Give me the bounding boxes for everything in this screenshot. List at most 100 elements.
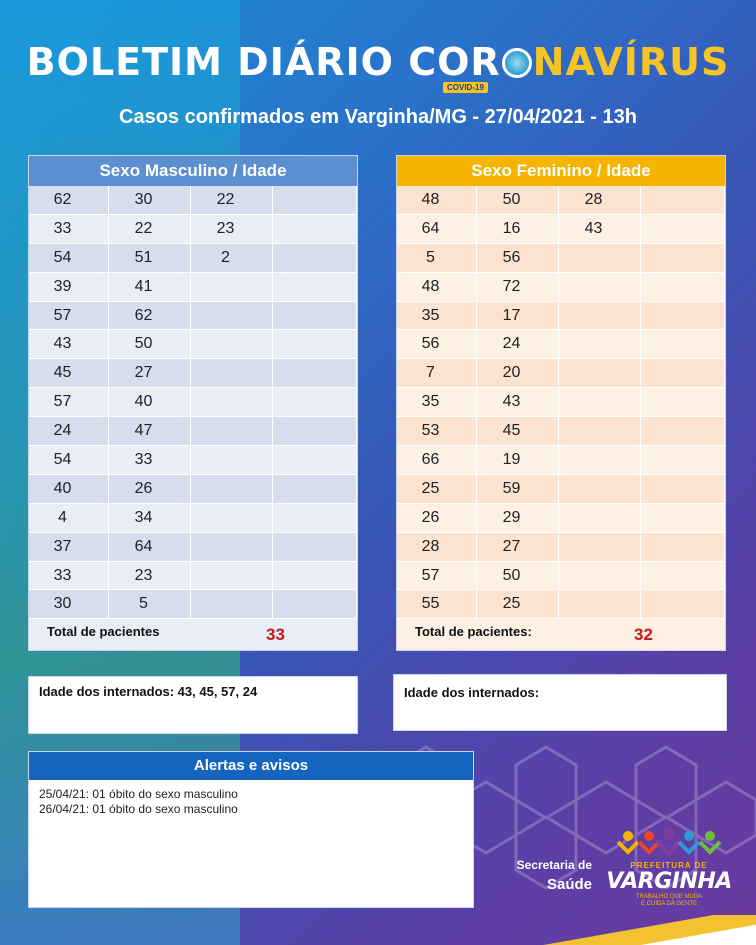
age-cell: 23	[109, 561, 191, 591]
age-cell	[273, 446, 357, 475]
age-cell: 57	[29, 388, 109, 418]
age-cell: 62	[109, 301, 191, 331]
age-cell	[273, 359, 357, 389]
age-cell	[191, 417, 273, 447]
age-cell: 50	[477, 561, 559, 591]
age-cell	[641, 388, 725, 418]
age-cell	[559, 503, 641, 533]
age-cell	[641, 446, 725, 475]
age-cell	[559, 417, 641, 447]
female-age-grid: 48 50 28 64 16 43 5 56 48 72 35 17 56 24 7 20 35 43 53 45 66…	[397, 186, 725, 620]
age-cell: 55	[397, 590, 477, 620]
age-cell: 40	[109, 388, 191, 418]
age-cell: 64	[397, 214, 477, 244]
male-table-heading: Sexo Masculino / Idade	[29, 156, 357, 186]
age-cell: 48	[397, 272, 477, 302]
age-cell	[641, 272, 725, 302]
varginha-logo: PREFEITURA DE VARGINHA TRABALHO QUE MUDA…	[604, 828, 734, 908]
age-cell	[559, 474, 641, 504]
age-cell: 33	[109, 446, 191, 475]
male-total-row: Total de pacientes 33	[29, 619, 357, 651]
age-cell	[273, 301, 357, 331]
age-cell: 7	[397, 359, 477, 389]
age-cell: 25	[477, 590, 559, 620]
age-cell: 45	[29, 359, 109, 389]
age-cell: 30	[29, 590, 109, 620]
age-cell: 39	[29, 272, 109, 302]
age-cell	[273, 503, 357, 533]
footer-accent-strip	[536, 915, 756, 945]
secretaria-label: Secretaria de Saúde	[516, 858, 592, 893]
age-cell: 66	[397, 446, 477, 475]
age-cell	[191, 359, 273, 389]
age-cell: 20	[477, 359, 559, 389]
age-cell: 24	[29, 417, 109, 447]
age-cell	[273, 330, 357, 360]
age-cell: 2	[191, 243, 273, 273]
age-cell: 56	[397, 330, 477, 360]
age-cell	[273, 561, 357, 591]
age-cell	[191, 590, 273, 620]
alerts-panel: Alertas e avisos 25/04/21: 01 óbito do s…	[28, 751, 474, 908]
age-cell: 22	[109, 214, 191, 244]
age-cell	[559, 388, 641, 418]
age-cell	[641, 243, 725, 273]
age-cell	[273, 417, 357, 447]
age-cell: 28	[559, 186, 641, 215]
age-cell	[641, 474, 725, 504]
male-hospitalized-box: Idade dos internados: 43, 45, 57, 24	[28, 676, 358, 734]
age-cell: 54	[29, 243, 109, 273]
age-cell: 33	[29, 214, 109, 244]
age-cell: 62	[29, 186, 109, 215]
age-cell	[559, 301, 641, 331]
covid-tag: COVID-19	[443, 82, 488, 93]
page-subtitle: Casos confirmados em Varginha/MG - 27/04…	[119, 106, 637, 128]
age-cell: 57	[397, 561, 477, 591]
age-cell: 40	[29, 474, 109, 504]
age-cell: 23	[191, 214, 273, 244]
age-cell: 16	[477, 214, 559, 244]
age-cell: 50	[477, 186, 559, 215]
age-cell: 35	[397, 388, 477, 418]
age-cell: 50	[109, 330, 191, 360]
female-total-row: Total de pacientes: 32	[397, 619, 725, 651]
age-cell	[559, 590, 641, 620]
age-cell	[273, 243, 357, 273]
age-cell	[191, 474, 273, 504]
age-cell	[191, 561, 273, 591]
age-cell: 4	[29, 503, 109, 533]
age-cell: 35	[397, 301, 477, 331]
age-cell: 34	[109, 503, 191, 533]
age-cell	[641, 503, 725, 533]
age-cell	[273, 532, 357, 562]
age-cell	[273, 272, 357, 302]
male-total-label: Total de pacientes	[47, 624, 160, 640]
alert-line: 26/04/21: 01 óbito do sexo masculino	[39, 802, 238, 816]
logo-subtext: TRABALHO QUE MUDA	[635, 894, 703, 900]
age-cell: 45	[477, 417, 559, 447]
age-cell: 57	[29, 301, 109, 331]
age-cell	[641, 330, 725, 360]
age-cell: 47	[109, 417, 191, 447]
alert-line: 25/04/21: 01 óbito do sexo masculino	[39, 787, 238, 801]
age-cell	[191, 388, 273, 418]
age-cell	[559, 532, 641, 562]
age-cell: 43	[477, 388, 559, 418]
age-cell	[559, 330, 641, 360]
age-cell: 64	[109, 532, 191, 562]
age-cell: 26	[109, 474, 191, 504]
hexagon-pattern-decoration	[394, 745, 756, 890]
female-table: Sexo Feminino / Idade 48 50 28 64 16 43 5 56 48 7…	[396, 155, 726, 651]
age-cell: 17	[477, 301, 559, 331]
age-cell: 19	[477, 446, 559, 475]
age-cell: 5	[397, 243, 477, 273]
male-age-grid: 62 30 22 33 22 23 54 51 2 39 41 57 62 43 50 45 27 57 40 24 4…	[29, 186, 357, 620]
age-cell	[641, 359, 725, 389]
age-cell	[273, 590, 357, 620]
logo-top-text: PREFEITURA DE	[630, 861, 708, 870]
age-cell	[191, 446, 273, 475]
age-cell: 24	[477, 330, 559, 360]
age-cell: 26	[397, 503, 477, 533]
female-hospitalized-box: Idade dos internados:	[393, 674, 727, 731]
age-cell: 48	[397, 186, 477, 215]
